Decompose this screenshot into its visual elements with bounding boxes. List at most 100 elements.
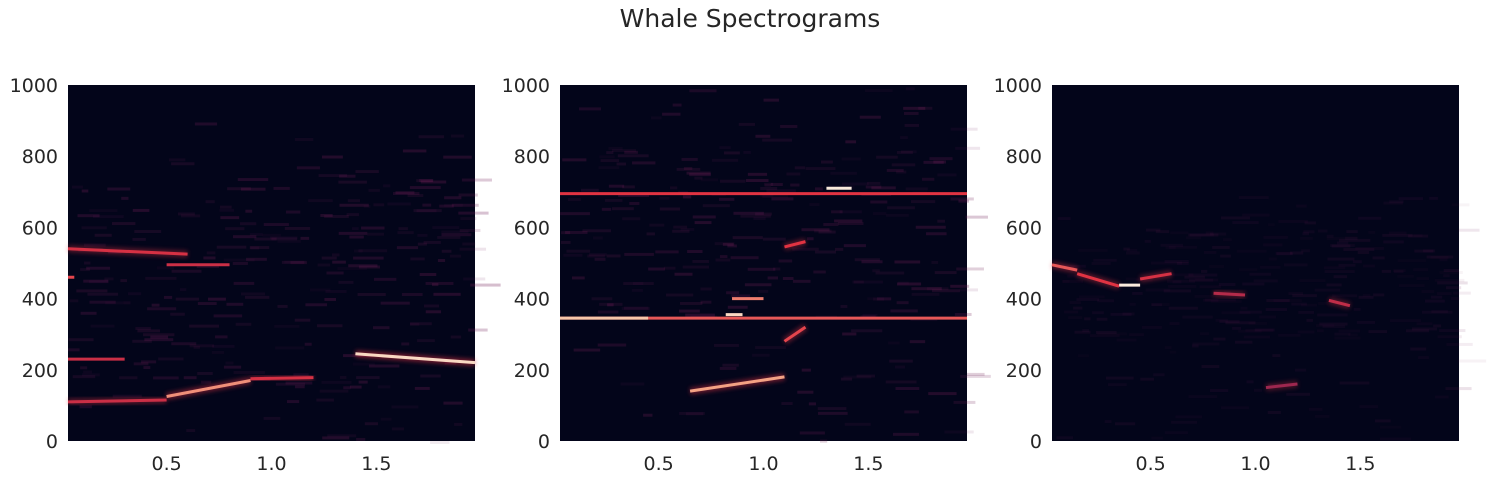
noise-cell xyxy=(755,212,772,216)
noise-cell xyxy=(220,216,240,220)
noise-cell xyxy=(201,380,212,384)
noise-cell xyxy=(1383,201,1403,205)
noise-cell xyxy=(1235,340,1253,344)
noise-cell xyxy=(177,212,195,216)
noise-cell xyxy=(1151,436,1163,440)
noise-cell xyxy=(672,229,690,233)
y-tick-label: 800 xyxy=(514,146,550,168)
noise-cell xyxy=(277,304,288,308)
noise-cell xyxy=(1272,354,1281,358)
noise-cell xyxy=(563,253,583,257)
noise-cell xyxy=(235,322,252,326)
noise-cell xyxy=(1064,310,1079,314)
noise-cell xyxy=(1308,407,1323,411)
noise-cell xyxy=(295,385,305,389)
noise-cell xyxy=(763,98,779,102)
noise-cell xyxy=(151,303,160,307)
noise-cell xyxy=(944,430,974,434)
noise-cell xyxy=(439,204,454,208)
noise-cell xyxy=(324,214,349,218)
noise-cell xyxy=(72,375,96,379)
noise-cell xyxy=(1278,219,1308,223)
noise-cell xyxy=(216,245,247,249)
noise-cell xyxy=(839,210,862,214)
noise-cell xyxy=(1069,301,1081,305)
noise-cell xyxy=(401,342,410,346)
noise-cell xyxy=(1236,249,1267,253)
noise-cell xyxy=(1359,405,1378,409)
noise-cell xyxy=(743,150,751,154)
noise-cell xyxy=(629,201,640,205)
noise-cell xyxy=(171,269,202,273)
noise-cell xyxy=(163,295,173,299)
noise-cell xyxy=(872,212,887,216)
noise-cell xyxy=(582,229,612,233)
noise-cell xyxy=(356,376,380,380)
noise-cell xyxy=(1408,234,1429,238)
noise-cell xyxy=(747,267,776,271)
noise-cell xyxy=(1300,236,1313,240)
noise-cell xyxy=(1246,380,1254,384)
noise-cell xyxy=(175,297,200,301)
y-tick-label: 0 xyxy=(538,431,550,453)
noise-cell xyxy=(747,172,768,176)
noise-cell xyxy=(300,236,310,240)
figure-title: Whale Spectrograms xyxy=(619,4,881,33)
noise-cell xyxy=(431,283,439,287)
noise-cell xyxy=(352,362,375,366)
noise-cell xyxy=(1155,230,1170,234)
noise-cell xyxy=(1107,383,1127,387)
noise-cell xyxy=(145,276,177,280)
noise-cell xyxy=(854,258,880,262)
noise-cell xyxy=(1304,221,1316,225)
noise-cell xyxy=(1150,261,1183,265)
noise-cell xyxy=(1445,387,1472,391)
noise-cell xyxy=(895,387,920,391)
noise-cell xyxy=(820,439,828,443)
noise-cell xyxy=(956,267,984,271)
noise-cell xyxy=(1439,270,1463,274)
noise-cell xyxy=(294,318,311,322)
noise-cell xyxy=(319,389,349,393)
noise-cell xyxy=(409,322,420,326)
noise-cell xyxy=(84,261,91,265)
noise-cell xyxy=(700,178,719,182)
y-tick-label: 400 xyxy=(514,289,550,311)
noise-cell xyxy=(1194,294,1215,298)
noise-cell xyxy=(758,289,769,293)
noise-cell xyxy=(1357,250,1370,254)
noise-cell xyxy=(885,213,909,217)
noise-cell xyxy=(620,382,645,386)
noise-cell xyxy=(1319,322,1348,326)
noise-cell xyxy=(347,199,361,203)
noise-cell xyxy=(680,227,695,231)
noise-cell xyxy=(1199,285,1222,289)
noise-cell xyxy=(83,279,109,283)
noise-cell xyxy=(1171,420,1198,424)
noise-cell xyxy=(876,297,892,301)
noise-cell xyxy=(274,324,300,328)
noise-cell xyxy=(762,138,792,142)
noise-cell xyxy=(232,235,257,239)
noise-cell xyxy=(377,385,391,389)
noise-cell xyxy=(1164,431,1188,435)
noise-cell xyxy=(764,182,774,186)
noise-cell xyxy=(1291,302,1307,306)
spectral-feature xyxy=(166,379,251,398)
noise-cell xyxy=(433,292,461,296)
y-tick-label: 200 xyxy=(22,360,58,382)
noise-cell xyxy=(650,116,662,120)
noise-cell xyxy=(463,277,486,281)
noise-cell xyxy=(285,381,313,385)
x-tick-label: 0.5 xyxy=(1135,453,1165,475)
noise-cell xyxy=(1204,298,1236,302)
noise-cell xyxy=(611,207,634,211)
noise-cell xyxy=(380,417,392,421)
noise-cell xyxy=(290,261,308,265)
noise-cell xyxy=(1263,235,1288,239)
y-tick-label: 600 xyxy=(1006,217,1042,239)
noise-cell xyxy=(321,256,337,260)
noise-cell xyxy=(809,203,820,207)
noise-cell xyxy=(631,288,643,292)
noise-cell xyxy=(730,256,759,260)
